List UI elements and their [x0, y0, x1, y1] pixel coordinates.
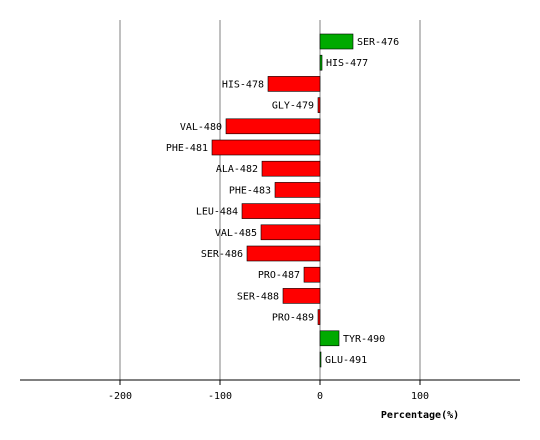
bar-tyr-490 — [319, 330, 340, 347]
bar-label-ala-482: ALA-482 — [216, 164, 258, 175]
bar-label-phe-481: PHE-481 — [166, 143, 208, 154]
bar-label-val-485: VAL-485 — [215, 228, 257, 239]
bar-his-477 — [319, 54, 323, 71]
bar-ser-476 — [319, 33, 354, 50]
bar-label-tyr-490: TYR-490 — [343, 334, 385, 345]
bar-label-pro-487: PRO-487 — [258, 270, 300, 281]
bar-leu-484 — [241, 203, 321, 219]
bar-labels: SER-476 HIS-477 HIS-478 GLY-479 VAL-480 PHE-4… — [166, 37, 399, 366]
x-tick-label: 0 — [317, 391, 323, 402]
bar-pro-489 — [317, 309, 321, 325]
bar-phe-483 — [274, 182, 321, 198]
x-tick-label: -100 — [208, 391, 232, 402]
bar-val-485 — [260, 224, 321, 241]
bar-phe-481 — [211, 139, 321, 156]
bars — [211, 33, 354, 368]
bar-label-leu-484: LEU-484 — [196, 207, 238, 218]
bar-pro-487 — [303, 266, 321, 283]
x-tick-label: 100 — [411, 391, 429, 402]
bar-label-ser-488: SER-488 — [237, 291, 279, 302]
x-axis-title: Percentage(%) — [381, 410, 459, 421]
x-axis-ticks: -200 -100 0 100 — [108, 380, 429, 402]
bar-label-glu-491: GLU-491 — [325, 355, 367, 366]
bar-label-gly-479: GLY-479 — [272, 101, 314, 112]
bar-label-ser-476: SER-476 — [357, 37, 399, 48]
bar-label-phe-483: PHE-483 — [229, 185, 271, 196]
bar-glu-491 — [319, 351, 322, 368]
bar-label-ser-486: SER-486 — [201, 249, 243, 260]
gridlines — [119, 20, 421, 380]
bar-ala-482 — [261, 160, 321, 177]
bar-ser-486 — [246, 245, 321, 262]
bar-label-val-480: VAL-480 — [180, 122, 222, 133]
bar-gly-479 — [317, 97, 321, 113]
bar-label-his-478: HIS-478 — [222, 79, 264, 90]
bar-label-pro-489: PRO-489 — [272, 313, 314, 324]
bar-his-478 — [267, 76, 321, 92]
x-tick-label: -200 — [108, 391, 132, 402]
bar-label-his-477: HIS-477 — [326, 58, 368, 69]
bar-ser-488 — [282, 288, 321, 304]
bar-val-480 — [225, 118, 321, 135]
